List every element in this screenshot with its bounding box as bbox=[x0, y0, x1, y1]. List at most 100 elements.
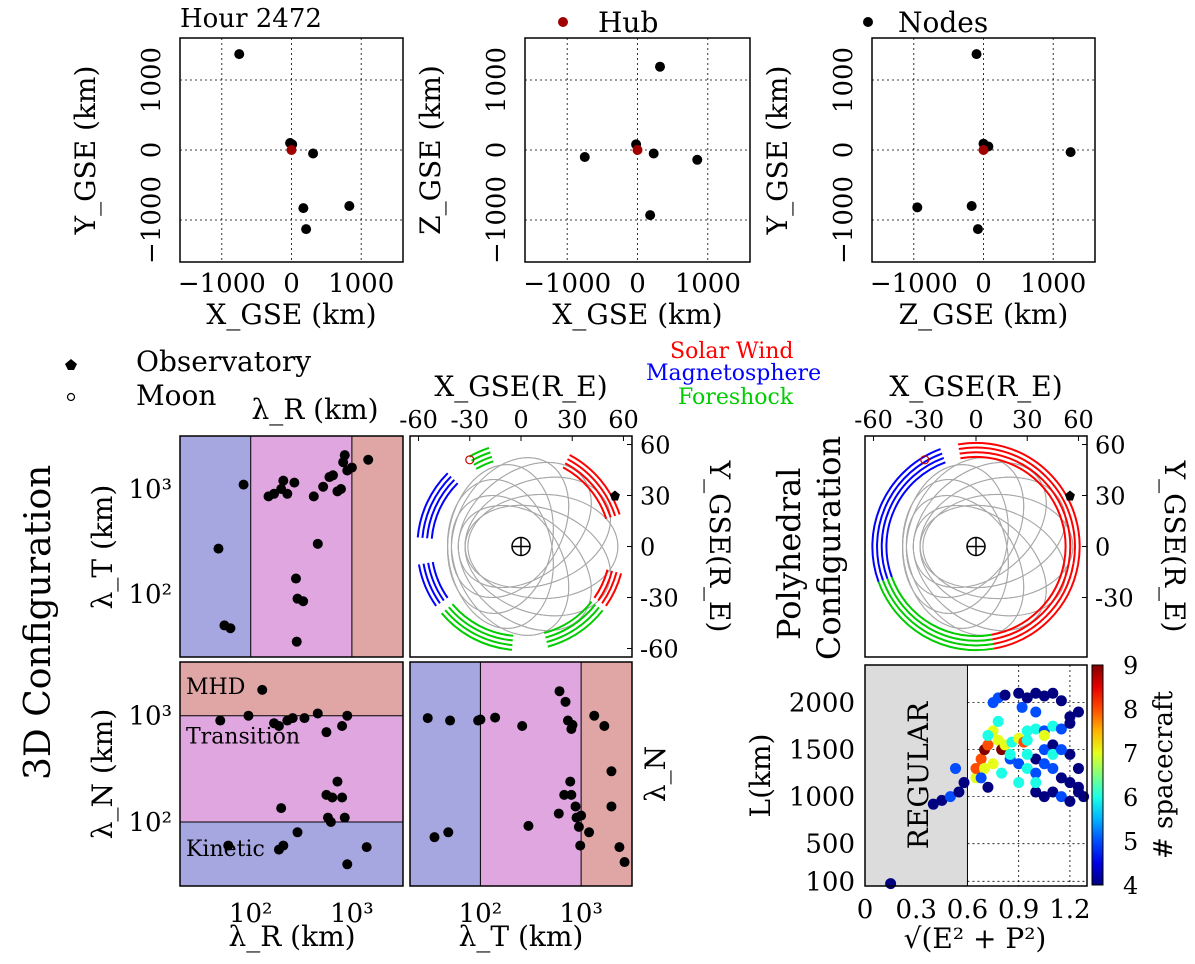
data-point bbox=[1021, 762, 1033, 774]
node-point bbox=[579, 152, 590, 162]
x-axis-label: λ_R (km) bbox=[228, 920, 355, 953]
legend-nodes-label: Nodes bbox=[898, 6, 988, 39]
node-point bbox=[655, 61, 665, 72]
data-point bbox=[599, 721, 610, 731]
data-point bbox=[576, 810, 587, 821]
foreshock-arc bbox=[890, 576, 992, 638]
data-point bbox=[299, 713, 310, 724]
magnetosphere-arc bbox=[430, 482, 459, 539]
region-label-mhd: MHD bbox=[186, 675, 245, 700]
orbit-ring bbox=[919, 476, 1066, 589]
x-tick-label: −1000 bbox=[870, 269, 958, 299]
data-point bbox=[490, 712, 501, 723]
y-axis-label: Z_GSE (km) bbox=[414, 65, 447, 235]
foreshock-arc bbox=[440, 612, 513, 651]
data-point bbox=[332, 776, 343, 787]
panel-ep-l: REGULAR 100 500 1000 1500 2000 0 0.3 0.6 0.9 1.2 L(… bbox=[744, 652, 1179, 955]
data-point bbox=[327, 470, 338, 481]
y-tick-label: −1000 bbox=[482, 176, 512, 264]
regular-region-label: REGULAR bbox=[902, 701, 935, 849]
data-point bbox=[213, 543, 224, 554]
data-point bbox=[1021, 692, 1033, 704]
plot-frame bbox=[409, 661, 633, 887]
data-point bbox=[361, 842, 372, 853]
orbit-ring bbox=[450, 494, 570, 636]
solar-wind-arc bbox=[562, 466, 608, 520]
foreshock-arc bbox=[547, 609, 604, 648]
y-tick-label: 1000 bbox=[789, 783, 855, 813]
transition-region bbox=[250, 436, 352, 657]
orbit-ring bbox=[467, 493, 619, 600]
observatory-marker bbox=[1064, 490, 1075, 501]
y-tick-label: -30 bbox=[1095, 585, 1134, 613]
foreshock-arc bbox=[451, 603, 514, 637]
orbit-ring bbox=[464, 504, 611, 617]
data-point bbox=[292, 827, 303, 838]
data-point bbox=[982, 739, 994, 751]
x-tick-label: 10² bbox=[229, 899, 273, 929]
data-point bbox=[289, 477, 300, 488]
data-point bbox=[975, 772, 987, 784]
data-point bbox=[337, 721, 348, 731]
y-axis-label: λ_N bbox=[639, 746, 672, 802]
data-point bbox=[1021, 748, 1033, 760]
colorbar-tick-label: 6 bbox=[1123, 784, 1138, 812]
orbit-ring bbox=[919, 504, 1066, 617]
solar-wind-arc bbox=[959, 451, 1072, 564]
orbit-ring bbox=[902, 479, 1009, 629]
data-point bbox=[298, 596, 309, 607]
magnetosphere-arc bbox=[876, 452, 943, 581]
foreshock-arc bbox=[546, 606, 600, 644]
data-point bbox=[1021, 725, 1033, 737]
data-point bbox=[273, 721, 284, 731]
right-panel-title-line1: Polyhedral bbox=[770, 468, 808, 640]
data-point bbox=[1064, 711, 1076, 723]
data-point bbox=[276, 803, 287, 814]
node-point bbox=[971, 49, 982, 60]
x-tick-label: −1000 bbox=[178, 269, 266, 299]
x-tick-label: 0 bbox=[975, 269, 992, 299]
data-point bbox=[342, 859, 353, 870]
data-point bbox=[1055, 791, 1067, 803]
x-tick-label: 1.2 bbox=[1049, 895, 1090, 925]
right-panel-title-line2: Configuration bbox=[810, 436, 848, 660]
data-point bbox=[225, 623, 236, 634]
y-tick-label: -60 bbox=[640, 636, 679, 664]
x-tick-label: 0 bbox=[968, 406, 983, 434]
data-point bbox=[1038, 730, 1050, 742]
y-tick-label: 10³ bbox=[128, 475, 172, 505]
solar-wind-arc bbox=[993, 563, 1075, 645]
y-tick-label: 100 bbox=[805, 867, 855, 897]
data-point bbox=[606, 801, 617, 812]
data-point bbox=[589, 710, 600, 721]
data-point bbox=[523, 820, 534, 831]
plot-frame bbox=[524, 37, 751, 263]
y-axis-label: Y_GSE(R_E) bbox=[703, 460, 736, 633]
orbit-ring bbox=[447, 464, 554, 614]
data-point bbox=[1038, 744, 1050, 756]
plot-frame bbox=[179, 37, 404, 263]
data-point bbox=[553, 808, 564, 819]
x-tick-label: -30 bbox=[905, 406, 944, 434]
data-point bbox=[992, 715, 1004, 727]
data-point bbox=[282, 488, 293, 499]
panel-lr-lt: 10² 10³ λ_R (km) λ_T (km) bbox=[86, 393, 404, 658]
y-tick-label: -30 bbox=[640, 585, 679, 613]
data-point bbox=[1038, 690, 1050, 702]
data-point bbox=[335, 483, 346, 494]
data-point bbox=[1064, 777, 1076, 789]
solar-wind-arc bbox=[601, 571, 618, 604]
data-point bbox=[1013, 758, 1025, 770]
solar-wind-arc bbox=[958, 446, 1076, 564]
x-tick-label: 0 bbox=[629, 269, 646, 299]
data-point bbox=[1047, 786, 1059, 798]
y-tick-label: −1000 bbox=[137, 176, 167, 264]
node-point bbox=[234, 49, 245, 60]
x-tick-label: 60 bbox=[1063, 406, 1094, 434]
y-tick-label: 0 bbox=[829, 142, 859, 159]
y-tick-label: 1000 bbox=[829, 47, 859, 113]
